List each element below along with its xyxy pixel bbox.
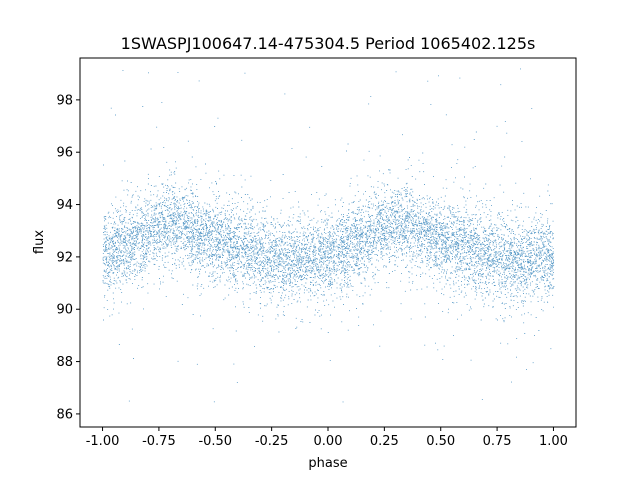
scatter-points <box>102 68 555 403</box>
y-tick-label: 88 <box>56 355 73 370</box>
x-tick-label: -0.25 <box>255 434 289 449</box>
y-axis: 86 88 90 92 94 96 98 <box>56 93 80 422</box>
y-tick-label: 92 <box>56 250 73 265</box>
y-tick-label: 86 <box>56 407 73 422</box>
y-tick-label: 94 <box>56 198 73 213</box>
y-tick-label: 90 <box>56 303 73 318</box>
y-tick-label: 98 <box>56 93 73 108</box>
x-tick-label: 1.00 <box>539 434 568 449</box>
x-axis-label: phase <box>308 456 347 471</box>
x-tick-label: -0.75 <box>142 434 176 449</box>
x-tick-label: -1.00 <box>86 434 120 449</box>
x-tick-label: -0.50 <box>198 434 232 449</box>
y-tick-label: 96 <box>56 146 73 161</box>
x-tick-label: 0.75 <box>483 434 512 449</box>
x-tick-label: 0.00 <box>314 434 343 449</box>
x-tick-label: 0.25 <box>370 434 399 449</box>
x-tick-label: 0.50 <box>426 434 455 449</box>
flux-points <box>102 68 555 403</box>
y-axis-label: flux <box>32 230 47 254</box>
chart-title: 1SWASPJ100647.14-475304.5 Period 1065402… <box>121 34 536 53</box>
x-axis: -1.00 -0.75 -0.50 -0.25 0.00 0.25 0.50 0.75 1.00 <box>86 427 568 449</box>
